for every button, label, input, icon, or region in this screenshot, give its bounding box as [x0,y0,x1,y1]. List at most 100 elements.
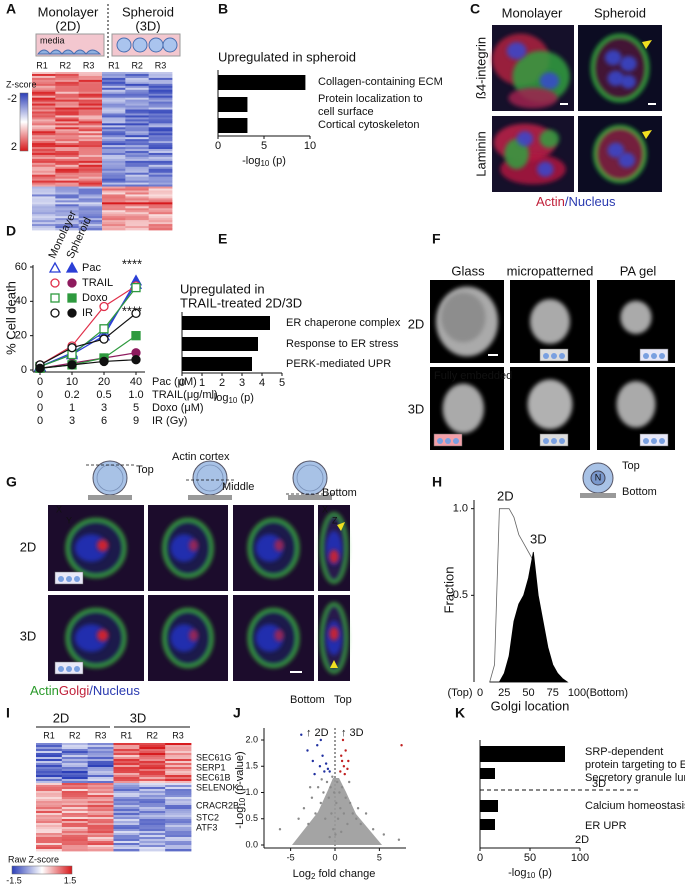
heatmap-cell [78,200,103,203]
heatmap-cell [125,72,150,75]
heatmap-cell [55,188,80,191]
heatmap-cell [36,779,63,782]
heatmap-cell [113,829,140,832]
heatmap-cell [125,123,150,126]
heatmap-cell [36,847,63,850]
point [324,817,327,820]
heatmap-cell [55,79,80,83]
heatmap-cell [78,176,103,180]
heatmap-cell [61,763,89,766]
heatmap-cell [102,77,126,81]
row-title: 2D [408,316,425,331]
heatmap-cell [165,745,192,748]
heatmap-cell [125,111,150,114]
heatmap-cell [148,83,173,87]
heatmap-cell [61,793,89,796]
heatmap-cell [165,789,192,792]
heatmap-cell [125,204,150,207]
heatmap-cell [102,170,126,174]
heatmap-cell [32,93,56,97]
heatmap-cell [78,79,103,83]
heatmap-cell [36,775,63,778]
axis-label: -log10 (p) [508,867,552,880]
heatmap-cell [139,779,166,782]
heatmap-cell [113,825,140,828]
x-tick-label: 20 [98,376,110,388]
micrograph [148,505,228,591]
heatmap-cell [61,747,89,750]
heatmap-cell [148,115,173,118]
heatmap-cell [61,787,89,790]
heatmap-cell [36,765,63,768]
heatmap-cell [139,745,166,748]
colorbar-title: Raw Z-score [8,854,59,864]
heatmap-cell [32,154,56,158]
heatmap [32,72,173,231]
heatmap-cell [113,787,140,790]
heatmap-cell [36,793,63,796]
heatmap-cell [87,819,114,822]
heatmap-cell [32,103,56,106]
heatmap-cell [148,200,173,203]
bar [480,746,565,762]
row-title: 3D [20,628,37,643]
stain [441,292,486,343]
heatmap-cell [165,743,192,746]
micrograph [492,25,574,111]
heatmap-cell [78,204,103,207]
arrowhead [330,660,338,668]
heatmap-cell [102,172,126,176]
heatmap-cell [32,178,56,182]
heatmap-cell [55,137,80,140]
heatmap-cell [139,803,166,806]
x-tick-label: 0 [477,687,483,699]
heatmap-cell [102,141,126,144]
heatmap-cell [102,103,126,106]
heatmap-cell [102,162,126,166]
x-row-label: TRAIL(μg/ml) [152,389,218,401]
heatmap-cell [32,99,56,103]
heatmap-cell [139,795,166,798]
heatmap-cell [102,216,126,219]
heatmap-cell [87,809,114,812]
heatmap-cell [148,72,173,75]
x-end-label: (Top) [447,687,472,699]
heatmap-cell [139,797,166,800]
x-tick-label: 0.5 [96,389,111,401]
heatmap-cell [32,85,56,89]
heatmap-cell [125,202,150,205]
heatmap-cell [165,793,192,796]
heatmap-cell [102,131,126,134]
micrograph [492,116,574,192]
heatmap-cell [61,791,89,794]
heatmap-cell [55,228,80,231]
heatmap-cell [148,206,173,209]
heatmap-cell [113,785,140,788]
heatmap-cell [55,123,80,126]
heatmap-cell [32,97,56,101]
heatmap-cell [61,809,89,812]
heatmap-cell [61,761,89,764]
heatmap-cell [61,837,89,840]
heatmap-cell [102,206,126,209]
heatmap-cell [55,198,80,201]
heatmap-cell [55,206,80,209]
point [316,744,319,747]
heatmap-cell [148,121,173,124]
heatmap-cell [113,843,140,846]
schematic-label: Bottom [322,487,357,499]
heatmap-cell [125,156,150,160]
series-label: 2D [497,488,514,503]
heatmap-cell [125,149,150,152]
heatmap-cell [87,849,114,852]
heatmap-cell [125,77,150,81]
heatmap-cell [148,188,173,191]
heatmap-cell [55,127,80,130]
heatmap-cell [102,226,126,229]
heatmap-cell [87,779,114,782]
heatmap-cell [78,226,103,229]
micrograph [430,280,504,363]
legend-label: IR [82,307,93,319]
marker [131,282,141,293]
